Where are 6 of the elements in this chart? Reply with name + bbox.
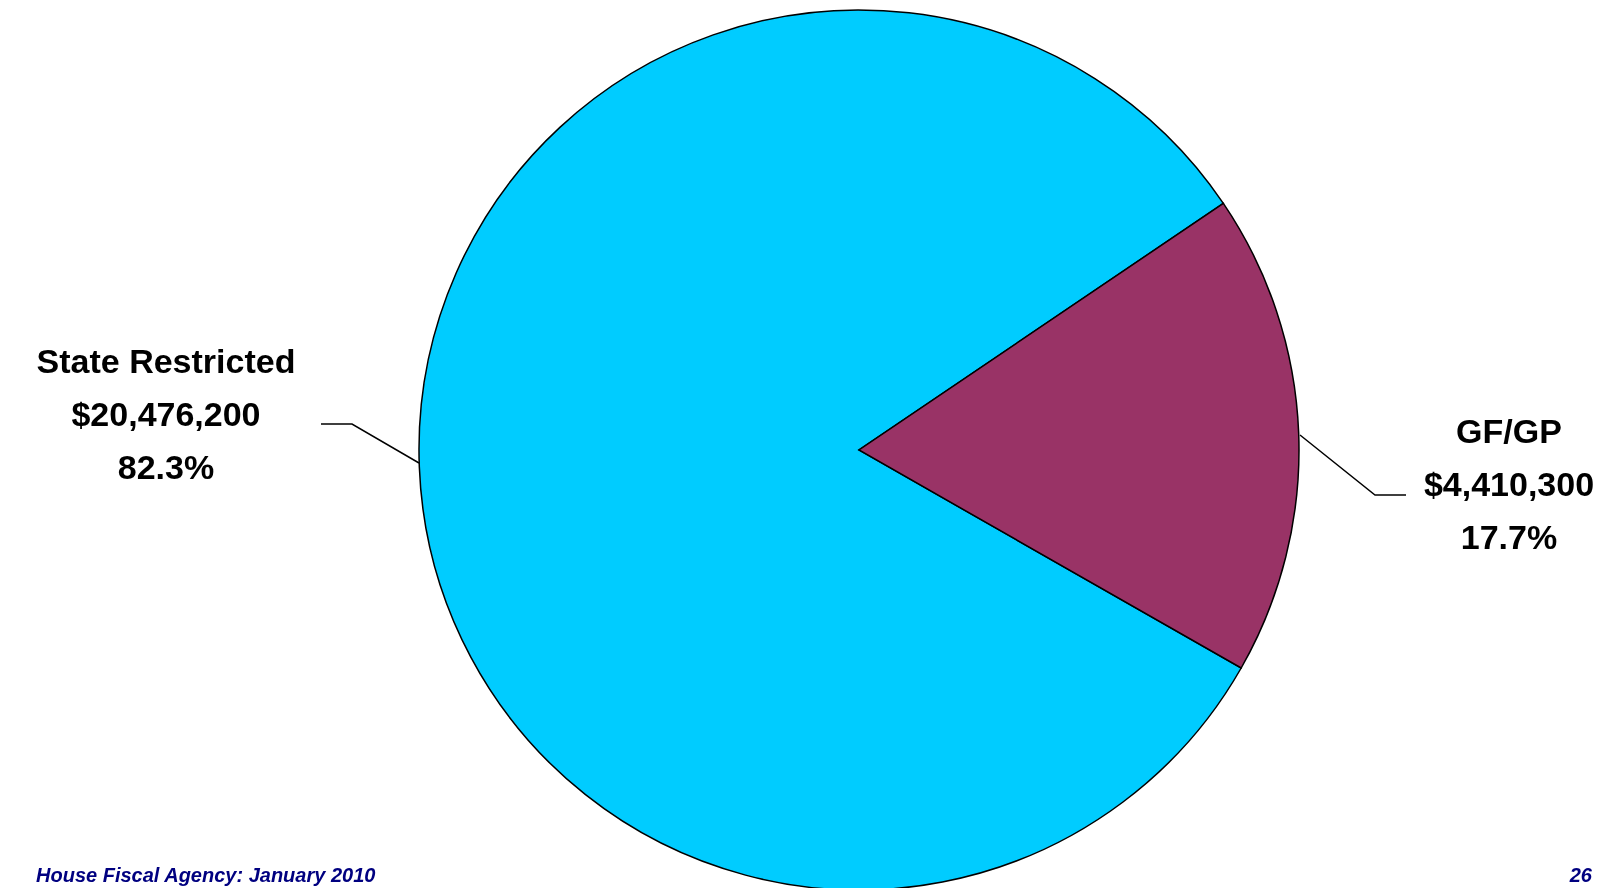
data-label: $4,410,300 17.7%	[1423, 465, 1595, 556]
slice-label: State Restricted	[36, 342, 296, 380]
data-label: $20,476,200 82.3%	[71, 395, 261, 486]
text: House Fiscal Agency: January 2010	[36, 864, 376, 886]
text: 26	[1568, 864, 1593, 886]
slice-label: GF/GP	[1456, 412, 1562, 450]
